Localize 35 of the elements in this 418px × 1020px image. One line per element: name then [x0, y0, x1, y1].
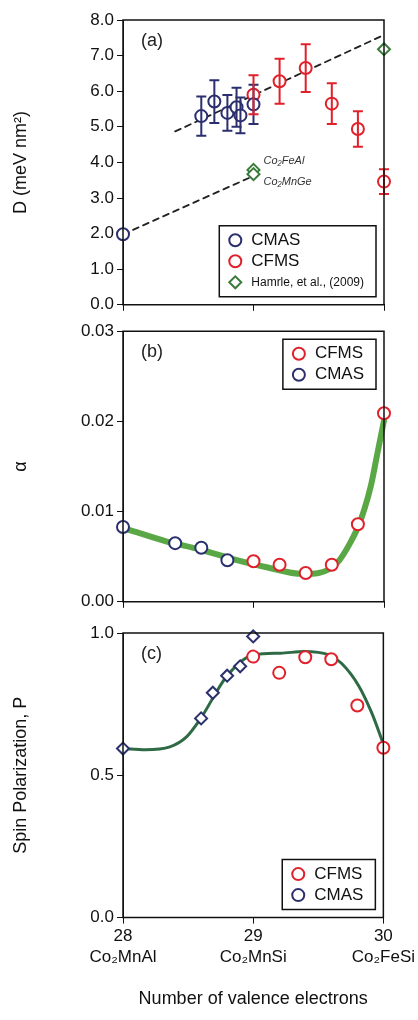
- y-tick-label: 0.03: [80, 320, 114, 340]
- legend-label: CMAS: [314, 884, 364, 904]
- y-tick-label: 1.0: [90, 622, 114, 642]
- y-tick-label: 2.0: [90, 223, 114, 243]
- y-tick-label: 0.00: [80, 591, 114, 611]
- y-tick-label: 4.0: [90, 152, 114, 172]
- y-tick-label: 3.0: [90, 187, 114, 207]
- y-tick-label: 1.0: [90, 258, 114, 278]
- annotation: Co₂MnGe: [263, 174, 312, 187]
- y-axis-title: D (meV nm²): [9, 110, 30, 214]
- y-tick-label: 0.0: [90, 907, 114, 927]
- y-tick-label: 6.0: [90, 80, 114, 100]
- annotation: Co₂FeAl: [263, 153, 305, 166]
- y-tick-label: 0.01: [80, 501, 114, 521]
- y-axis-title: α: [9, 461, 30, 472]
- legend-label: CFMS: [314, 343, 364, 363]
- y-axis-title: Spin Polarization, P: [9, 696, 30, 854]
- legend-label: CFMS: [251, 250, 300, 270]
- legend-label: CMAS: [251, 229, 301, 249]
- x-tick-label: 30 Co₂FeSi: [351, 926, 416, 966]
- y-tick-label: 0.5: [90, 764, 114, 784]
- annotation: (a): [141, 29, 163, 50]
- y-tick-label: 0.02: [80, 411, 114, 431]
- y-tick-label: 7.0: [90, 45, 114, 65]
- y-tick-label: 5.0: [90, 116, 114, 136]
- x-tick-label: 29 Co₂MnSi: [219, 926, 287, 966]
- annotation: (c): [141, 642, 162, 663]
- x-axis-title: Number of valence electrons: [138, 988, 368, 1009]
- x-tick-label: 28 Co₂MnAl: [89, 926, 157, 966]
- annotation: (b): [141, 341, 163, 362]
- y-tick-label: 8.0: [90, 9, 114, 29]
- legend-label: Hamrle, et al., (2009): [251, 274, 365, 289]
- y-tick-label: 0.0: [90, 294, 114, 314]
- legend-label: CFMS: [314, 863, 363, 883]
- legend-label: CMAS: [314, 364, 365, 384]
